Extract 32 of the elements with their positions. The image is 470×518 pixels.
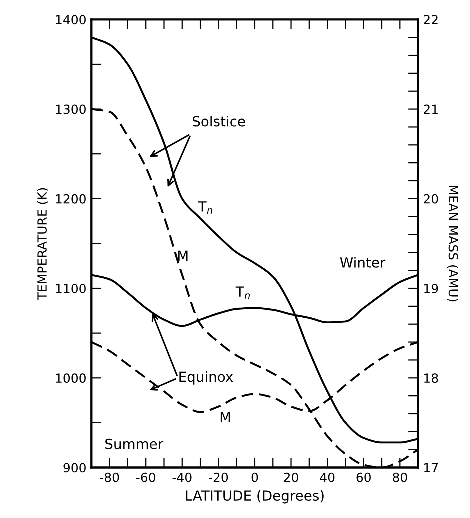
y-tick-label: 1300 — [56, 104, 86, 114]
y-tick-label: 1000 — [56, 374, 86, 384]
x-tick-label: 40 — [320, 472, 335, 482]
y-tick-label: 1200 — [56, 194, 86, 204]
x-tick-label: 20 — [284, 472, 298, 482]
x-tick-label: 80 — [393, 472, 408, 482]
x-tick-label: 0 — [252, 472, 258, 482]
y-axis-title: TEMPERATURE (K) — [37, 188, 48, 300]
x-tick-label: -80 — [100, 472, 120, 482]
y-tick-label: 1100 — [56, 284, 86, 294]
annotation: T$_{n}$ — [198, 202, 212, 214]
y2-tick-label: 17 — [424, 463, 438, 473]
annotation: Equinox — [180, 371, 234, 385]
annotation: Winter — [340, 257, 386, 268]
y2-tick-label: 22 — [424, 15, 438, 24]
y2-tick-label: 19 — [424, 284, 438, 294]
y2-tick-label: 21 — [424, 104, 438, 114]
annotation: Summer — [106, 438, 164, 450]
x-tick-label: -60 — [136, 472, 156, 482]
annotation: Solstice — [193, 116, 246, 127]
y2-tick-label: 20 — [424, 194, 438, 204]
x-tick-label: -40 — [172, 472, 192, 482]
y2-axis-title: MEAN MASS (AMU) — [447, 186, 458, 302]
annotation: M — [178, 250, 188, 261]
y-tick-label: 900 — [64, 463, 86, 473]
x-tick-label: -20 — [209, 472, 228, 482]
annotation: T$_{n}$ — [236, 286, 250, 300]
y2-tick-label: 18 — [424, 374, 438, 384]
y-tick-label: 1400 — [56, 15, 86, 25]
x-tick-label: 60 — [356, 472, 371, 482]
annotation: M — [220, 412, 230, 422]
x-axis-title: LATITUDE (Degrees) — [186, 490, 324, 504]
